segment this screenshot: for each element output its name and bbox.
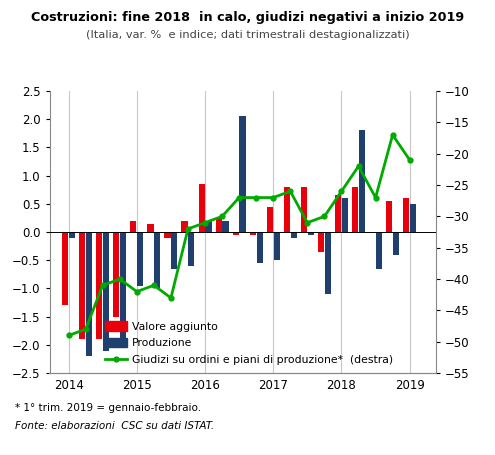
Bar bbox=[284, 187, 290, 232]
Bar bbox=[359, 131, 365, 232]
Bar bbox=[164, 232, 171, 238]
Bar bbox=[325, 232, 331, 294]
Bar bbox=[205, 221, 211, 232]
Bar bbox=[291, 232, 297, 238]
Legend: Valore aggiunto, Produzione, Giudizi su ordini e piani di produzione*  (destra): Valore aggiunto, Produzione, Giudizi su … bbox=[105, 321, 394, 365]
Bar bbox=[393, 232, 399, 255]
Text: Fonte: elaborazioni  CSC su dati ISTAT.: Fonte: elaborazioni CSC su dati ISTAT. bbox=[15, 421, 214, 431]
Text: Costruzioni: fine 2018  in calo, giudizi negativi a inizio 2019: Costruzioni: fine 2018 in calo, giudizi … bbox=[31, 11, 464, 25]
Bar bbox=[386, 201, 392, 232]
Bar bbox=[188, 232, 195, 266]
Bar bbox=[410, 204, 416, 232]
Bar bbox=[301, 187, 307, 232]
Bar bbox=[182, 221, 188, 232]
Bar bbox=[62, 232, 68, 305]
Bar bbox=[216, 218, 222, 232]
Bar bbox=[342, 198, 348, 232]
Bar bbox=[171, 232, 177, 269]
Bar bbox=[318, 232, 324, 252]
Text: (Italia, var. %  e indice; dati trimestrali destagionalizzati): (Italia, var. % e indice; dati trimestra… bbox=[86, 30, 409, 40]
Bar bbox=[240, 116, 246, 232]
Bar bbox=[233, 232, 239, 235]
Bar bbox=[137, 232, 143, 286]
Bar bbox=[154, 232, 160, 288]
Bar bbox=[403, 198, 409, 232]
Bar bbox=[249, 232, 256, 235]
Bar bbox=[130, 221, 137, 232]
Bar bbox=[86, 232, 92, 356]
Bar bbox=[274, 232, 280, 260]
Bar bbox=[335, 195, 341, 232]
Bar bbox=[69, 232, 75, 238]
Bar bbox=[79, 232, 85, 339]
Bar bbox=[103, 232, 109, 350]
Bar bbox=[352, 187, 358, 232]
Bar bbox=[222, 221, 229, 232]
Bar bbox=[198, 184, 205, 232]
Bar bbox=[96, 232, 102, 339]
Bar bbox=[120, 232, 126, 339]
Bar bbox=[148, 223, 153, 232]
Bar bbox=[376, 232, 382, 269]
Bar bbox=[267, 207, 273, 232]
Bar bbox=[308, 232, 314, 235]
Bar bbox=[113, 232, 119, 317]
Bar bbox=[256, 232, 263, 263]
Text: * 1° trim. 2019 = gennaio-febbraio.: * 1° trim. 2019 = gennaio-febbraio. bbox=[15, 403, 201, 413]
